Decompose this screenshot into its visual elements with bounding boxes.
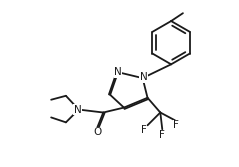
Text: F: F bbox=[173, 120, 179, 130]
Text: N: N bbox=[140, 72, 147, 82]
Text: F: F bbox=[159, 130, 165, 140]
Text: O: O bbox=[93, 127, 102, 137]
Text: N: N bbox=[74, 105, 81, 115]
Text: N: N bbox=[114, 67, 122, 77]
Text: F: F bbox=[141, 125, 147, 135]
